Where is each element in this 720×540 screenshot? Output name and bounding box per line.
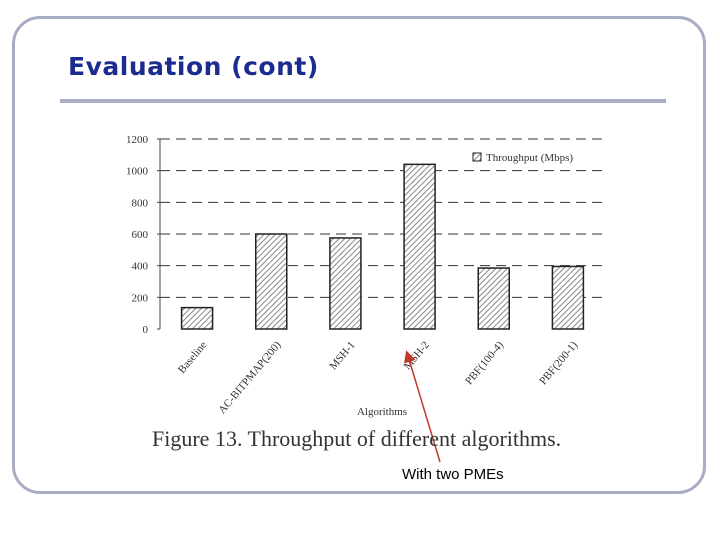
x-tick-label: MSH-1 [327,339,357,372]
bar-baseline [180,306,214,330]
x-tick-labels: Baseline AC-BITPMAP(200) MSH-1 MSH-2 PBF(100… [176,339,581,416]
x-tick-label: PBF(200-1) [537,339,580,387]
x-tick-label: AC-BITPMAP(200) [216,339,284,416]
y-tick-label: 1200 [126,134,149,146]
bar-msh-2 [403,163,436,330]
x-axis-title: Algorithms [357,406,407,418]
x-tick-label: Baseline [176,339,210,376]
slide-title: Evaluation (cont) [68,52,319,81]
annotation-arrow [403,350,441,463]
y-tick-label: 600 [132,229,149,241]
bar-pbf-200-1- [551,265,585,330]
y-tick-label: 400 [132,261,149,273]
legend-swatch [472,152,482,162]
x-tick-label: PBF(100-4) [463,339,506,387]
bar-pbf-100-4- [477,267,510,330]
y-axis: 0 200 400 600 800 1000 1200 [126,134,161,336]
bar-ac-bitpmap-200- [255,233,288,330]
legend: Throughput (Mbps) [472,152,573,164]
legend-label: Throughput (Mbps) [486,152,573,164]
title-divider [60,99,666,103]
bar-msh-1 [329,237,362,330]
grid-lines [160,138,605,298]
slide-frame [12,16,706,494]
y-tick-label: 1000 [126,166,149,178]
y-tick-label: 200 [132,292,149,304]
bars [180,163,585,330]
annotation-label: With two PMEs [402,466,504,483]
x-tick-label: MSH-2 [401,339,431,372]
y-tick-label: 800 [132,197,149,209]
figure-caption: Figure 13. Throughput of different algor… [152,426,562,451]
y-tick-label: 0 [143,324,149,336]
